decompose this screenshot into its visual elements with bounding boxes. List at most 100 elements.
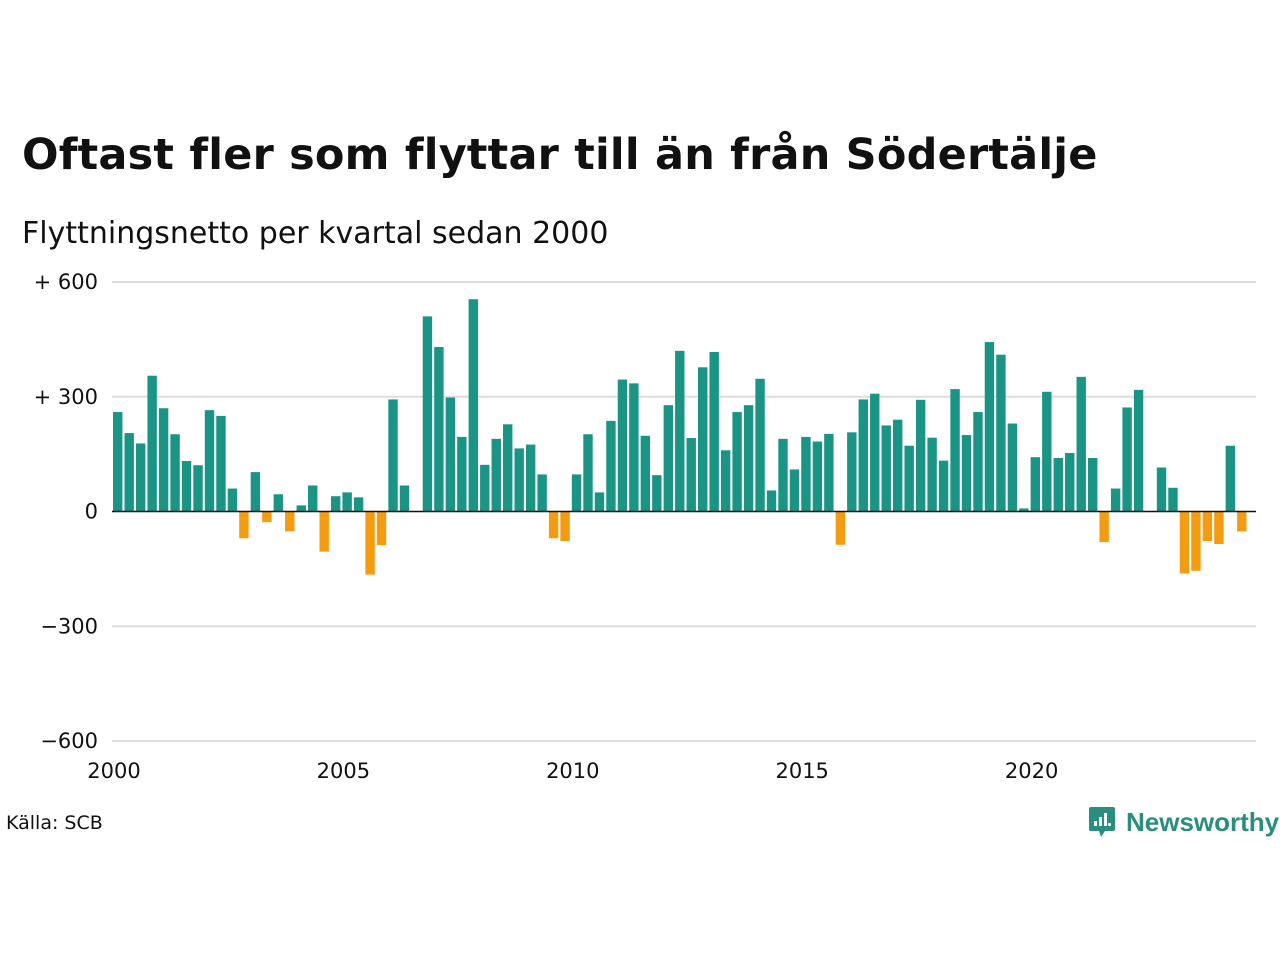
bar — [1065, 452, 1075, 512]
bar — [181, 461, 192, 512]
bar — [652, 475, 662, 512]
bar — [537, 474, 547, 512]
bar — [147, 375, 157, 512]
bar — [135, 443, 146, 512]
bar — [285, 511, 295, 532]
bars — [113, 299, 1247, 575]
bar — [560, 511, 570, 541]
x-tick-label: 2000 — [87, 759, 140, 783]
bar — [1087, 457, 1098, 512]
chart-title: Oftast fler som flyttar till än från Söd… — [22, 130, 1098, 180]
bar — [961, 435, 972, 512]
brand-logo: Newsworthy — [1088, 804, 1279, 840]
bar — [342, 492, 352, 512]
bar — [480, 464, 490, 512]
bar — [1214, 511, 1224, 545]
gridlines — [112, 281, 1256, 742]
bar — [675, 350, 685, 512]
bar — [227, 488, 238, 512]
bar — [606, 420, 616, 512]
bar — [548, 511, 559, 539]
bar — [1076, 376, 1086, 512]
bar — [571, 474, 582, 512]
bar — [434, 347, 444, 512]
bar — [457, 436, 467, 512]
bar — [1122, 407, 1132, 512]
bar — [158, 408, 169, 512]
bar — [399, 485, 410, 512]
bar — [491, 438, 501, 512]
bar — [193, 465, 203, 512]
bar — [583, 434, 593, 512]
bar — [514, 448, 524, 512]
bar — [1133, 389, 1144, 512]
bar — [422, 316, 433, 512]
bar — [1110, 488, 1121, 512]
bar — [445, 397, 456, 512]
x-tick-label: 2005 — [317, 759, 370, 783]
bar — [686, 438, 696, 512]
bar — [376, 511, 387, 546]
bar — [778, 438, 788, 512]
bar — [996, 354, 1006, 512]
bar — [812, 441, 823, 512]
bar — [1030, 457, 1041, 512]
bar — [663, 405, 673, 512]
bar — [732, 412, 742, 512]
bar — [262, 511, 272, 523]
bar — [204, 410, 215, 512]
bar — [938, 460, 949, 512]
y-tick-label: −600 — [40, 729, 98, 753]
bar — [1053, 457, 1063, 512]
bar — [216, 415, 226, 512]
bar — [503, 424, 513, 512]
bar — [365, 511, 375, 575]
bar — [273, 494, 284, 512]
bar — [640, 435, 651, 512]
x-tick-label: 2010 — [546, 759, 599, 783]
bar — [847, 432, 857, 512]
bar — [755, 378, 765, 512]
bar — [927, 437, 937, 512]
bar — [801, 436, 811, 512]
bar — [629, 383, 639, 512]
y-tick-label: −300 — [40, 614, 98, 638]
x-tick-label: 2020 — [1005, 759, 1058, 783]
bar — [1237, 511, 1247, 532]
bar — [594, 492, 605, 512]
axes: + 600 + 300 0 −300 −600 2000 2005 2010 2015 2020 — [34, 270, 1256, 783]
bar — [308, 485, 318, 512]
bar — [1168, 487, 1178, 512]
bar — [170, 434, 180, 512]
bar — [824, 433, 834, 512]
bar — [1191, 511, 1201, 571]
bar — [789, 469, 800, 512]
bar — [709, 352, 719, 512]
brand-name: Newsworthy — [1126, 806, 1280, 837]
bar — [915, 399, 926, 512]
bar — [950, 389, 960, 512]
bar — [1156, 467, 1167, 512]
source-note: Källa: SCB — [6, 812, 103, 834]
bar — [239, 511, 249, 539]
bar — [973, 412, 983, 512]
bar — [1007, 423, 1018, 512]
bar — [1042, 391, 1052, 512]
bar — [250, 472, 261, 512]
bar — [113, 412, 123, 512]
bar — [984, 342, 995, 512]
bar — [1099, 511, 1109, 543]
x-tick-label: 2015 — [775, 759, 828, 783]
bar — [525, 444, 536, 512]
bar — [388, 399, 398, 512]
y-tick-label: + 600 — [34, 270, 98, 294]
bar — [617, 379, 628, 512]
y-tick-label: 0 — [85, 500, 98, 524]
bar — [904, 445, 914, 512]
bar — [698, 367, 708, 512]
bar — [319, 511, 329, 552]
y-tick-label: + 300 — [34, 385, 98, 409]
chart-subtitle: Flyttningsnetto per kvartal sedan 2000 — [22, 216, 609, 251]
bar — [720, 450, 731, 512]
bar — [743, 405, 754, 512]
